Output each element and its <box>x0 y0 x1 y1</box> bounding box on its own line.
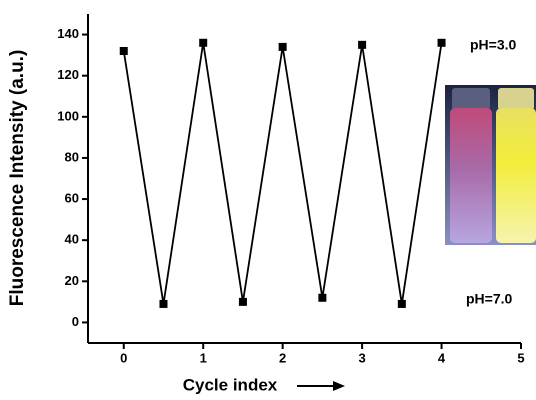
x-tick-label: 5 <box>517 350 524 365</box>
marker <box>159 299 168 308</box>
inset-photo <box>445 85 536 245</box>
marker <box>397 299 406 308</box>
y-tick-label: 0 <box>72 314 79 329</box>
marker <box>278 42 287 51</box>
marker <box>318 293 327 302</box>
y-tick-label: 140 <box>57 26 79 41</box>
marker <box>437 38 446 47</box>
annotation: pH=3.0 <box>470 37 517 53</box>
y-tick-label: 120 <box>57 67 79 82</box>
x-tick-label: 3 <box>358 350 365 365</box>
marker <box>358 40 367 49</box>
y-tick-label: 20 <box>65 273 79 288</box>
y-tick-label: 100 <box>57 108 79 123</box>
arrow <box>297 381 345 391</box>
y-axis-label: Fluorescence Intensity (a.u.) <box>7 50 28 307</box>
x-tick-label: 1 <box>200 350 207 365</box>
y-tick-label: 40 <box>65 232 79 247</box>
line <box>122 42 443 305</box>
x-tick-label: 2 <box>279 350 286 365</box>
x-tick-label: 0 <box>120 350 127 365</box>
annotation: pH=7.0 <box>466 291 513 307</box>
x-tick-label: 4 <box>438 350 446 365</box>
y-tick-label: 60 <box>65 191 79 206</box>
marker <box>119 47 128 56</box>
x-axis-label: Cycle index <box>183 375 278 394</box>
marker <box>199 38 208 47</box>
marker <box>238 297 247 306</box>
y-tick-label: 80 <box>65 149 79 164</box>
